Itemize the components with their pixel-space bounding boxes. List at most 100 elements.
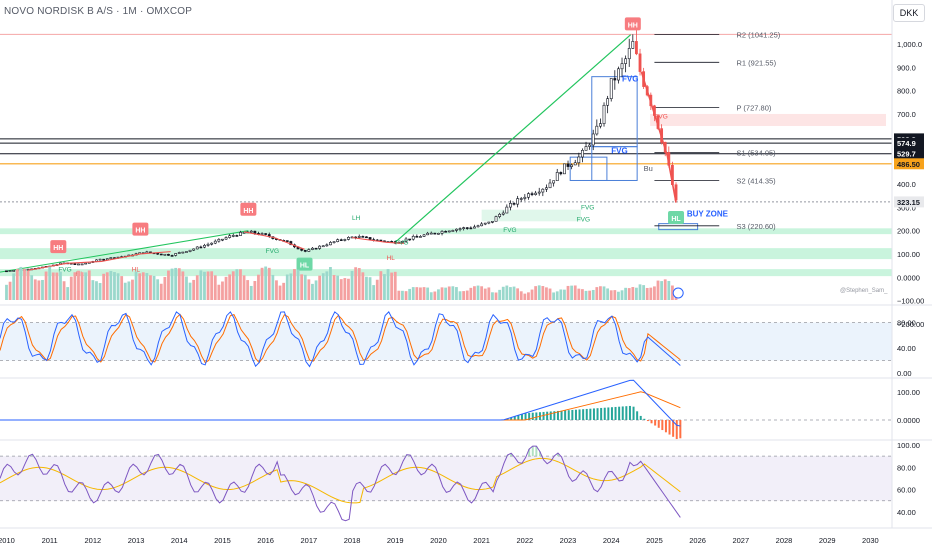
- candle-body: [462, 227, 466, 229]
- candle-body: [325, 244, 329, 247]
- volume-bar: [663, 279, 667, 300]
- candle-body: [206, 243, 210, 246]
- hh-badge: [50, 240, 67, 254]
- badge-text: HH: [53, 245, 63, 252]
- volume-bar: [404, 291, 408, 300]
- volume-bar: [411, 287, 415, 300]
- candle-body: [519, 198, 523, 200]
- volume-bar: [73, 272, 77, 300]
- symbol-title: NOVO NORDISK B A/S · 1M · OMXCOP: [4, 6, 193, 17]
- structure-label: FVG: [503, 227, 516, 234]
- volume-bar: [293, 269, 296, 300]
- volume-bar: [314, 280, 318, 300]
- structure-label: HL: [76, 271, 85, 278]
- macd-histogram-bar: [510, 417, 513, 420]
- volume-bar: [455, 287, 458, 300]
- volume-bar: [195, 275, 199, 300]
- candle-body: [177, 252, 181, 254]
- volume-bar: [51, 272, 55, 300]
- time-axis-label: 2019: [387, 536, 404, 545]
- volume-bar: [465, 290, 469, 300]
- volume-bar: [138, 273, 142, 300]
- candle-body: [77, 263, 80, 266]
- candle-body: [73, 263, 77, 265]
- candle-body: [8, 270, 12, 272]
- volume-bar: [440, 287, 444, 300]
- volume-bar: [390, 272, 394, 300]
- stoch-axis-label: 40.00: [897, 344, 916, 353]
- volume-bar: [444, 287, 448, 300]
- macd-histogram-bar: [574, 409, 577, 420]
- macd-histogram-bar: [528, 412, 531, 420]
- volume-bar: [242, 275, 246, 300]
- volume-bar: [591, 289, 595, 300]
- author-watermark: @Stephen_Sam_: [840, 288, 888, 294]
- badge-text: HH: [628, 22, 638, 29]
- candle-body: [80, 263, 84, 266]
- candle-body: [512, 203, 516, 205]
- structure-label: FVG: [266, 248, 279, 255]
- candle-body: [527, 193, 530, 198]
- candle-body: [609, 78, 613, 99]
- candle-body: [231, 235, 235, 237]
- candle-body: [361, 236, 365, 238]
- volume-bar: [545, 287, 548, 300]
- volume-bar: [177, 268, 181, 300]
- candle-body: [239, 232, 242, 236]
- volume-bar: [260, 267, 264, 300]
- macd-histogram-bar: [506, 418, 509, 420]
- time-axis-label: 2010: [0, 536, 15, 545]
- candle-body: [433, 232, 437, 235]
- volume-bar: [102, 273, 106, 300]
- volume-bar: [429, 292, 433, 300]
- candle-body: [606, 98, 610, 106]
- candle-body: [469, 227, 473, 230]
- time-axis-label: 2014: [171, 536, 188, 545]
- macd-histogram-bar: [578, 409, 581, 420]
- volume-bar: [141, 272, 145, 300]
- volume-bar: [231, 271, 235, 300]
- time-axis-label: 2022: [516, 536, 533, 545]
- volume-bar: [530, 289, 534, 300]
- volume-bar: [559, 289, 563, 300]
- macd-histogram-bar: [596, 408, 599, 420]
- structure-label: FVG: [654, 114, 667, 121]
- volume-bar: [422, 287, 426, 300]
- volume-bar: [602, 286, 606, 300]
- candle-body: [307, 249, 311, 252]
- volume-bar: [624, 287, 628, 300]
- macd-axis-label: 100.00: [897, 388, 920, 397]
- volume-bar: [437, 289, 440, 300]
- candle-body: [419, 236, 422, 238]
- volume-bar: [156, 279, 160, 300]
- macd-histogram-bar: [564, 410, 567, 420]
- candle-body: [591, 133, 595, 146]
- currency-button[interactable]: DKK: [893, 4, 925, 22]
- candle-body: [595, 125, 599, 135]
- candle-body: [98, 258, 102, 261]
- volume-bar: [120, 276, 124, 300]
- volume-bar: [617, 291, 620, 300]
- candle-body: [415, 236, 419, 238]
- volume-bar: [555, 291, 559, 300]
- price-axis-label: −200.00: [897, 320, 924, 329]
- alert-icon: [672, 287, 684, 299]
- volume-bar: [105, 272, 109, 300]
- volume-bar: [311, 283, 314, 300]
- candle-body: [365, 236, 368, 239]
- candle-body: [577, 156, 581, 164]
- volume-bar: [469, 287, 473, 300]
- volume-bar: [296, 269, 300, 300]
- macd-histogram-bar: [556, 410, 559, 420]
- volume-bar: [271, 274, 275, 300]
- volume-bar: [23, 268, 26, 300]
- candle-body: [249, 230, 253, 233]
- candle-body: [602, 104, 606, 124]
- badge-text: HL: [300, 263, 310, 270]
- rsi-axis-label: 40.00: [897, 508, 916, 517]
- volume-bar: [480, 286, 484, 300]
- structure-label: FVG: [58, 266, 71, 273]
- volume-bar: [563, 289, 566, 300]
- candle-body: [109, 257, 113, 260]
